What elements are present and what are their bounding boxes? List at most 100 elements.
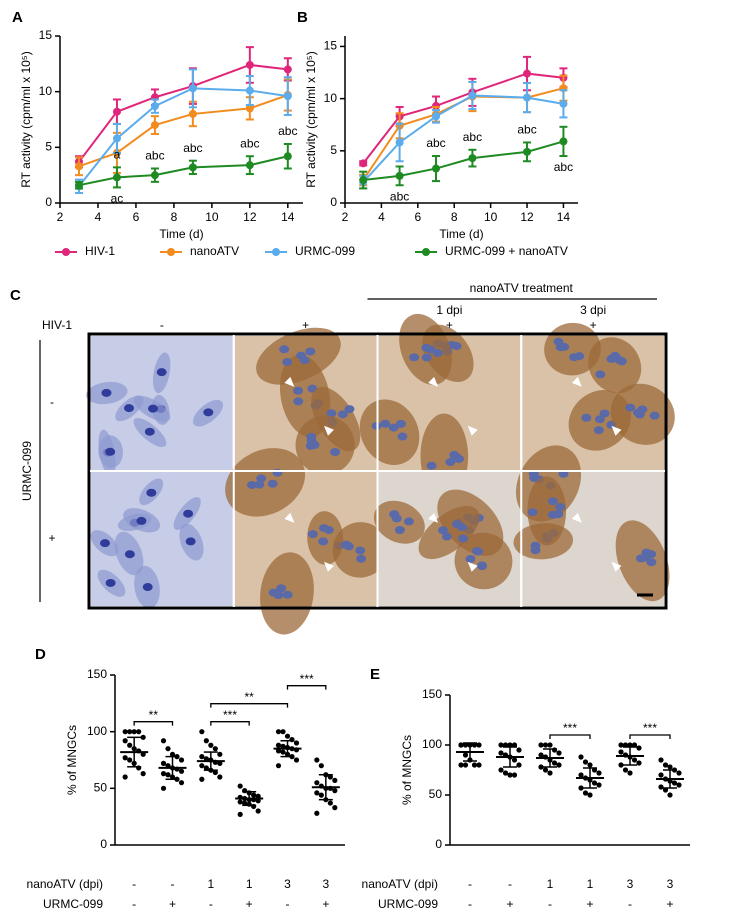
- column-sign: +: [446, 318, 453, 332]
- nucleus: [256, 474, 267, 483]
- data-point: [217, 751, 223, 757]
- x-tick-label: 12: [243, 210, 257, 224]
- row-value: -: [209, 897, 213, 911]
- data-point: [551, 747, 558, 753]
- annotation: abc: [554, 160, 573, 174]
- data-point: [283, 65, 292, 74]
- row-value: -: [132, 877, 136, 891]
- nucleus: [276, 584, 287, 593]
- cell: [454, 532, 513, 590]
- nucleus: [593, 426, 604, 435]
- data-point: [74, 181, 83, 190]
- nucleus: [553, 337, 564, 346]
- data-point: [359, 176, 368, 185]
- data-point: [127, 742, 133, 748]
- data-point: [275, 763, 282, 769]
- significance-bracket: [629, 734, 671, 739]
- series-line: [78, 63, 288, 163]
- data-point: [122, 755, 128, 761]
- nucleus: [441, 532, 452, 541]
- annotation: abc: [145, 149, 164, 163]
- data-point: [283, 92, 292, 101]
- panel-label: B: [297, 9, 308, 26]
- data-point: [636, 745, 642, 751]
- nucleus: [594, 415, 605, 424]
- subheader: 3 dpi: [580, 303, 606, 317]
- data-point: [160, 760, 167, 767]
- nucleus: [559, 342, 570, 351]
- data-point: [498, 767, 504, 773]
- data-point: [462, 762, 469, 768]
- data-point: [578, 772, 584, 778]
- annotation: ac: [111, 192, 124, 206]
- nucleus: [547, 497, 558, 506]
- y-tick-label: 0: [330, 195, 337, 209]
- nucleus: [299, 356, 310, 365]
- y-tick-label: 150: [422, 687, 442, 701]
- data-point: [542, 742, 549, 748]
- data-point: [283, 152, 292, 161]
- arrowhead: [323, 561, 334, 572]
- data-point: [476, 762, 482, 768]
- data-point: [251, 792, 257, 798]
- nucleus: [465, 554, 476, 563]
- data-point: [112, 107, 121, 116]
- nucleus: [344, 405, 355, 414]
- nucleus: [330, 447, 341, 456]
- data-point: [122, 738, 128, 744]
- data-point: [245, 104, 254, 113]
- row-label: nanoATV (dpi): [27, 877, 103, 891]
- panel-label: D: [35, 646, 46, 663]
- annotation: abc: [278, 124, 297, 138]
- nucleus: [380, 419, 391, 428]
- nucleus: [635, 554, 646, 563]
- nucleus: [606, 354, 617, 363]
- series-line: [78, 87, 288, 187]
- data-point: [559, 137, 568, 146]
- data-point: [587, 792, 593, 798]
- significance-bracket: [210, 721, 250, 726]
- row-sign: +: [48, 531, 55, 545]
- data-point: [658, 757, 664, 763]
- data-point: [332, 788, 338, 794]
- arrowhead: [611, 561, 622, 572]
- data-point: [547, 770, 553, 776]
- nucleus: [279, 345, 290, 354]
- x-tick-label: 6: [414, 210, 421, 224]
- significance-label: **: [149, 708, 159, 722]
- nucleus: [457, 534, 468, 543]
- nucleus: [136, 516, 147, 525]
- annotation: abc: [426, 136, 445, 150]
- data-point: [476, 742, 482, 748]
- data-point: [245, 60, 254, 69]
- row-value: 3: [284, 877, 291, 891]
- column-sign: +: [302, 318, 309, 332]
- arrowhead: [284, 376, 295, 387]
- y-tick-label: 150: [87, 667, 107, 681]
- cell: [527, 476, 567, 546]
- y-axis-title: % of MNGCs: [400, 735, 414, 805]
- nucleus: [124, 550, 135, 559]
- nucleus: [337, 410, 348, 419]
- data-point: [122, 729, 128, 735]
- nucleus: [105, 447, 116, 456]
- nucleus: [649, 411, 660, 420]
- series-line: [362, 72, 564, 164]
- x-tick-label: 2: [342, 210, 349, 224]
- nucleus: [403, 517, 414, 526]
- data-point: [667, 792, 673, 798]
- data-point: [199, 763, 205, 769]
- data-point: [131, 729, 137, 735]
- nucleus: [599, 409, 610, 418]
- nucleus: [293, 386, 304, 395]
- data-point: [332, 777, 338, 784]
- nucleus: [203, 408, 214, 417]
- data-point: [676, 770, 682, 776]
- data-point: [150, 102, 159, 111]
- data-point: [160, 785, 167, 791]
- row-value: 1: [587, 877, 594, 891]
- data-point: [662, 762, 669, 768]
- nucleus: [409, 353, 420, 362]
- nucleus: [574, 352, 585, 361]
- data-point: [395, 138, 404, 147]
